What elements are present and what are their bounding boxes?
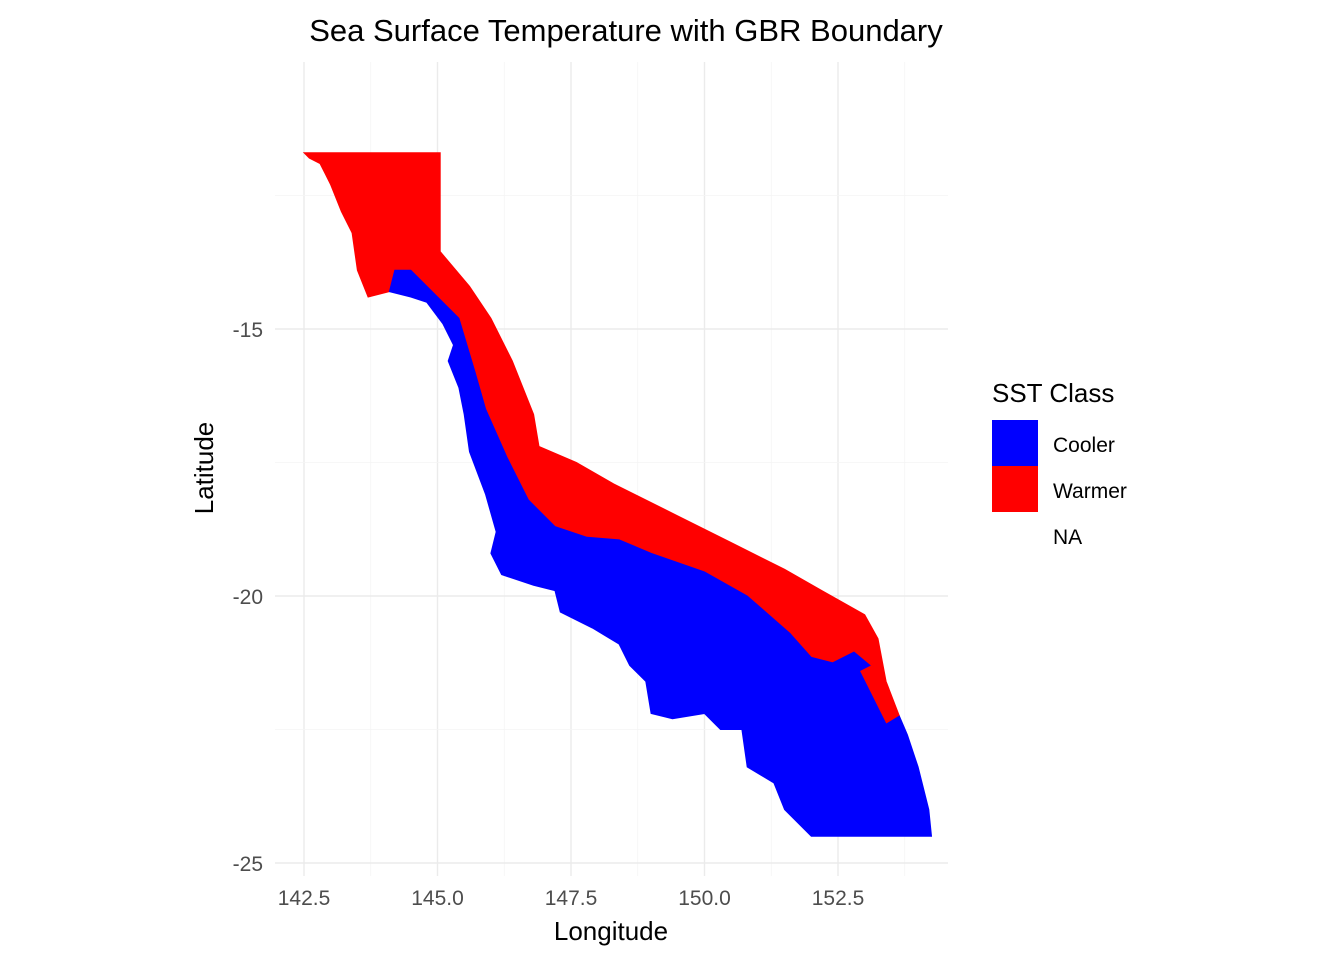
x-tick-label: 147.5: [545, 887, 598, 910]
y-axis-ticks: -15 -20 -25: [233, 319, 263, 876]
region-warmer: [302, 152, 901, 725]
legend-swatch-warmer: [992, 466, 1038, 512]
region-cooler: [388, 269, 933, 837]
legend: SST Class Cooler Warmer NA: [992, 378, 1127, 549]
y-tick-label: -20: [233, 586, 263, 609]
x-tick-label: 145.0: [411, 887, 464, 910]
x-axis-ticks: 142.5 145.0 147.5 150.0 152.5: [278, 887, 865, 910]
x-axis-title: Longitude: [554, 916, 668, 946]
chart-title: Sea Surface Temperature with GBR Boundar…: [309, 13, 943, 48]
sst-regions: [302, 152, 933, 837]
legend-label-cooler: Cooler: [1053, 434, 1115, 457]
legend-label-warmer: Warmer: [1053, 480, 1127, 503]
y-axis-title: Latitude: [189, 422, 219, 515]
y-tick-label: -15: [233, 319, 263, 342]
legend-swatch-cooler: [992, 420, 1038, 466]
legend-title: SST Class: [992, 378, 1114, 408]
x-tick-label: 152.5: [812, 887, 865, 910]
legend-label-na: NA: [1053, 526, 1082, 549]
x-tick-label: 150.0: [678, 887, 731, 910]
y-tick-label: -25: [233, 853, 263, 876]
x-tick-label: 142.5: [278, 887, 331, 910]
